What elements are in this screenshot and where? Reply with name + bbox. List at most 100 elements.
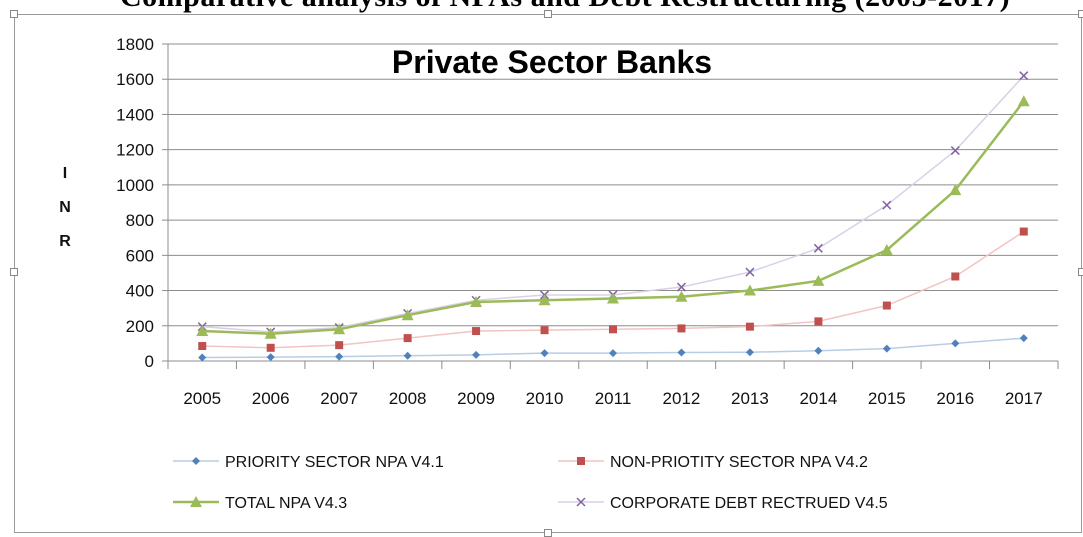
series-1 — [198, 227, 1028, 352]
cropped-page-heading: Comparative analysis of NPAs and Debt Re… — [0, 0, 1083, 14]
data-point — [949, 184, 962, 196]
data-point — [540, 326, 549, 335]
data-point — [951, 339, 960, 348]
data-point — [196, 325, 209, 337]
x-tick-label: 2010 — [526, 389, 564, 408]
legend-item: PRIORITY SECTOR NPA V4.1 — [173, 454, 444, 471]
data-point — [470, 296, 483, 308]
y-tick-label: 1200 — [116, 141, 154, 160]
x-tick-label: 2016 — [936, 389, 974, 408]
data-point — [190, 496, 202, 507]
data-point — [951, 272, 960, 281]
y-tick-label: 200 — [126, 317, 154, 336]
data-point — [192, 457, 200, 465]
data-point — [814, 346, 823, 355]
x-tick-label: 2011 — [595, 389, 632, 408]
x-tick-label: 2008 — [389, 389, 427, 408]
data-point — [335, 352, 344, 361]
data-point — [198, 342, 207, 351]
y-tick-labels: 0 200 400 600 800 1000 1200 1400 1600 1800 — [116, 35, 154, 371]
legend-label: NON-PRIOTITY SECTOR NPA V4.2 — [610, 454, 868, 471]
data-point — [813, 243, 823, 253]
data-point — [1019, 227, 1028, 236]
legend-label: TOTAL NPA V4.3 — [225, 495, 347, 512]
y-tick-label: 800 — [126, 211, 154, 230]
legend-label: PRIORITY SECTOR NPA V4.1 — [225, 454, 444, 471]
resize-handle-right[interactable] — [1078, 268, 1083, 276]
series-0 — [198, 334, 1028, 362]
chart-title: Private Sector Banks — [392, 44, 712, 80]
data-point — [401, 309, 414, 321]
data-point — [745, 322, 754, 331]
y-tick-label: 600 — [126, 246, 154, 265]
data-point — [333, 323, 346, 335]
data-point — [1019, 334, 1028, 343]
data-point — [472, 327, 481, 336]
legend-item: NON-PRIOTITY SECTOR NPA V4.2 — [558, 454, 868, 471]
resize-handle-bottom[interactable] — [544, 529, 552, 537]
axes — [162, 43, 1059, 369]
data-point — [403, 351, 412, 360]
data-point — [882, 301, 891, 310]
x-tick-label: 2005 — [183, 389, 221, 408]
data-point — [266, 343, 275, 352]
page-heading-text: Comparative analysis of NPAs and Debt Re… — [120, 0, 1010, 14]
y-tick-label: 1600 — [116, 70, 154, 89]
legend-item: CORPORATE DEBT RECTRUED V4.5 — [558, 495, 888, 512]
data-point — [743, 284, 756, 296]
legend-item: TOTAL NPA V4.3 — [173, 495, 347, 512]
data-point — [812, 274, 825, 286]
data-point — [198, 353, 207, 362]
x-tick-labels: 2005 2006 2007 2008 2009 2010 2011 2012 2013 2014… — [183, 389, 1042, 408]
x-tick-label: 2009 — [457, 389, 495, 408]
y-tick-label: 1400 — [116, 105, 154, 124]
data-point — [882, 200, 892, 210]
data-point — [677, 348, 686, 357]
resize-handle-left[interactable] — [10, 268, 18, 276]
data-point — [745, 267, 755, 277]
x-tick-label: 2017 — [1005, 389, 1043, 408]
data-point — [538, 294, 551, 306]
gridlines — [168, 43, 1058, 327]
x-tick-label: 2012 — [663, 389, 701, 408]
data-point — [540, 349, 549, 358]
x-tick-label: 2013 — [731, 389, 769, 408]
data-point — [335, 341, 344, 350]
data-point — [950, 146, 960, 156]
y-tick-label: 400 — [126, 282, 154, 301]
resize-handle-top-left[interactable] — [10, 10, 18, 18]
data-point — [403, 334, 412, 343]
series-lines — [196, 71, 1030, 362]
data-point — [675, 290, 688, 302]
data-point — [745, 348, 754, 357]
y-tick-label: 1800 — [116, 35, 154, 54]
data-point — [1017, 95, 1030, 107]
data-point — [609, 325, 617, 334]
data-point — [880, 244, 893, 256]
legend: PRIORITY SECTOR NPA V4.1 NON-PRIOTITY SEC… — [173, 454, 888, 512]
data-point — [677, 324, 686, 333]
data-point — [472, 350, 481, 359]
x-tick-label: 2015 — [868, 389, 906, 408]
legend-label: CORPORATE DEBT RECTRUED V4.5 — [610, 495, 888, 512]
data-point — [266, 353, 275, 362]
data-point — [577, 457, 585, 465]
data-point — [576, 497, 586, 507]
y-tick-label: 0 — [145, 352, 154, 371]
data-point — [882, 344, 891, 353]
data-point — [676, 282, 686, 292]
chart-frame[interactable]: 0 200 400 600 800 1000 1200 1400 1600 1800 2005 20… — [10, 10, 1083, 537]
data-point — [1019, 71, 1029, 81]
x-tick-label: 2007 — [320, 389, 358, 408]
data-point — [607, 292, 619, 304]
data-point — [264, 327, 277, 339]
resize-handle-top[interactable] — [544, 10, 552, 18]
series-2 — [196, 95, 1030, 339]
resize-handle-top-right[interactable] — [1078, 10, 1083, 18]
data-point — [814, 317, 823, 326]
y-tick-label: 1000 — [116, 176, 154, 195]
line-chart: 0 200 400 600 800 1000 1200 1400 1600 1800 2005 20… — [59, 35, 1059, 512]
data-point — [609, 349, 617, 358]
